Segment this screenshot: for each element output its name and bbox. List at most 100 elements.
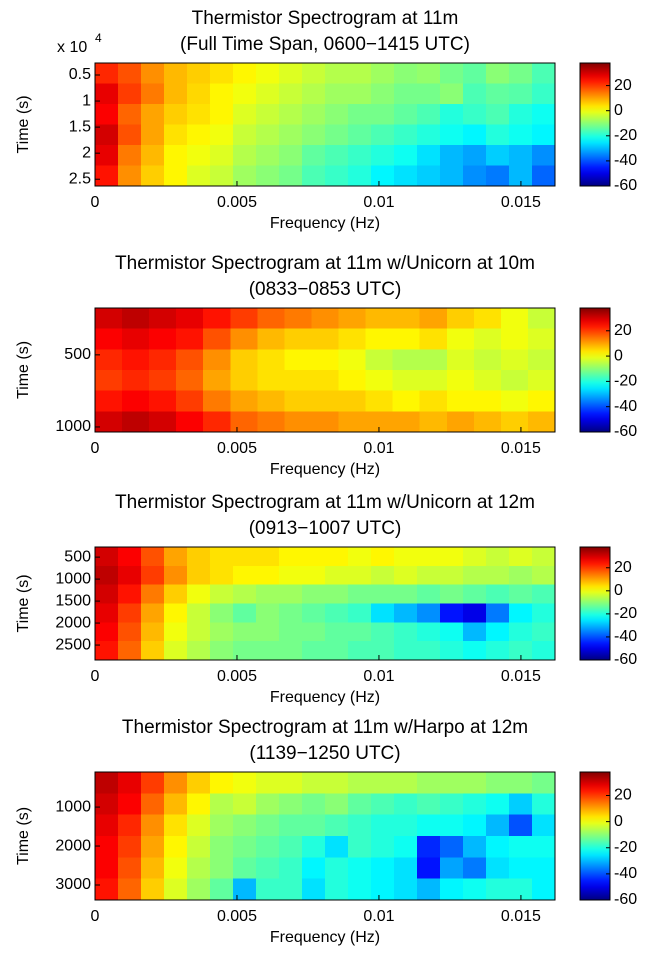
colorbar-tick-label: 20 bbox=[614, 559, 632, 576]
heatmap-cell bbox=[311, 328, 340, 350]
heatmap-cell bbox=[164, 603, 188, 623]
heatmap-cell bbox=[486, 857, 510, 880]
heatmap-cell bbox=[440, 124, 464, 146]
heatmap-cell bbox=[392, 328, 421, 350]
heatmap-cell bbox=[95, 390, 123, 412]
heatmap-cell bbox=[527, 390, 556, 412]
heatmap-cell bbox=[338, 308, 367, 330]
heatmap-cell bbox=[279, 641, 303, 661]
heatmap-cell bbox=[284, 308, 312, 330]
heatmap-cell bbox=[371, 145, 395, 166]
heatmap-cell bbox=[532, 814, 556, 837]
x-tick-label: 0.01 bbox=[363, 908, 394, 925]
y-axis-label: Time (s) bbox=[15, 807, 32, 865]
heatmap-cell bbox=[371, 83, 395, 105]
heatmap-cell bbox=[230, 370, 258, 392]
x-axis-label: Frequency (Hz) bbox=[270, 929, 380, 946]
chart-title: Thermistor Spectrogram at 11m w/Harpo at… bbox=[122, 717, 528, 738]
heatmap-cell bbox=[279, 878, 303, 901]
heatmap-cell bbox=[284, 349, 312, 371]
y-tick-label: 2000 bbox=[55, 837, 91, 854]
heatmap-cell bbox=[365, 308, 394, 330]
heatmap-cell bbox=[141, 145, 165, 166]
heatmap-cell bbox=[419, 390, 448, 412]
heatmap-cell bbox=[532, 584, 556, 604]
heatmap-cell bbox=[141, 565, 165, 586]
heatmap-cell bbox=[233, 63, 257, 84]
colorbar-tick-label: 20 bbox=[614, 322, 632, 339]
heatmap-cell bbox=[440, 603, 464, 623]
heatmap-cell bbox=[446, 349, 475, 371]
heatmap-cell bbox=[440, 857, 464, 880]
heatmap-cell bbox=[394, 641, 418, 661]
heatmap-cell bbox=[149, 328, 177, 350]
heatmap-cell bbox=[256, 584, 280, 604]
chart-title: (Full Time Span, 0600−1415 UTC) bbox=[180, 34, 470, 55]
heatmap-cell bbox=[233, 584, 257, 604]
heatmap-cell bbox=[187, 641, 211, 661]
heatmap-cell bbox=[118, 83, 142, 105]
heatmap-cell bbox=[176, 328, 204, 350]
x-tick-label: 0.005 bbox=[217, 908, 257, 925]
heatmap-cell bbox=[446, 370, 475, 392]
heatmap-cell bbox=[164, 565, 188, 586]
heatmap-cell bbox=[118, 547, 142, 567]
heatmap-cell bbox=[302, 83, 326, 105]
heatmap-cell bbox=[348, 83, 372, 105]
heatmap-cell bbox=[302, 622, 326, 642]
chart-title: Thermistor Spectrogram at 11m w/Unicorn … bbox=[115, 492, 535, 513]
heatmap-cell bbox=[141, 641, 165, 661]
heatmap-cell bbox=[417, 603, 441, 623]
x-tick-label: 0.005 bbox=[217, 668, 257, 685]
heatmap-cell bbox=[509, 584, 533, 604]
heatmap-cell bbox=[509, 104, 533, 125]
heatmap-cell bbox=[279, 83, 303, 105]
heatmap-cell bbox=[141, 104, 165, 125]
heatmap-cell bbox=[509, 603, 533, 623]
heatmap-cell bbox=[141, 124, 165, 146]
heatmap-cell bbox=[417, 145, 441, 166]
heatmap-cell bbox=[338, 349, 367, 371]
heatmap-cell bbox=[256, 104, 280, 125]
heatmap-cell bbox=[325, 772, 349, 794]
heatmap-cell bbox=[279, 584, 303, 604]
heatmap-cell bbox=[338, 390, 367, 412]
heatmap-cell bbox=[394, 878, 418, 901]
heatmap-cell bbox=[302, 836, 326, 858]
chart-title: (1139−1250 UTC) bbox=[249, 743, 400, 764]
heatmap-cell bbox=[371, 584, 395, 604]
colorbar-tick-label: -40 bbox=[614, 152, 637, 169]
heatmap-cell bbox=[463, 772, 487, 794]
heatmap-cell bbox=[394, 547, 418, 567]
heatmap-cell bbox=[284, 390, 312, 412]
heatmap-cell bbox=[486, 83, 510, 105]
heatmap-cell bbox=[118, 584, 142, 604]
heatmap-cell bbox=[164, 814, 188, 837]
heatmap-cell bbox=[95, 411, 123, 433]
heatmap-cell bbox=[230, 349, 258, 371]
heatmap-cell bbox=[187, 584, 211, 604]
heatmap-cell bbox=[371, 814, 395, 837]
heatmap-cell bbox=[311, 411, 340, 433]
chart-title: Thermistor Spectrogram at 11m w/Unicorn … bbox=[115, 253, 535, 274]
x-tick-label: 0.005 bbox=[217, 440, 257, 457]
colorbar-tick-label: -20 bbox=[614, 127, 637, 144]
heatmap-cell bbox=[118, 104, 142, 125]
heatmap-cell bbox=[509, 565, 533, 586]
heatmap-cell bbox=[257, 328, 285, 350]
y-tick-label: 500 bbox=[64, 548, 91, 565]
heatmap-cell bbox=[440, 836, 464, 858]
heatmap-cell bbox=[95, 145, 119, 166]
colorbar-tick-label: 20 bbox=[614, 787, 632, 804]
heatmap-cell bbox=[338, 328, 367, 350]
heatmap-cell bbox=[486, 547, 510, 567]
heatmap-cell bbox=[365, 370, 394, 392]
heatmap-cell bbox=[187, 878, 211, 901]
heatmap-cell bbox=[302, 165, 326, 187]
heatmap-cell bbox=[210, 145, 234, 166]
heatmap-cell bbox=[463, 622, 487, 642]
heatmap-cell bbox=[233, 878, 257, 901]
heatmap-cell bbox=[122, 411, 150, 433]
heatmap-cell bbox=[532, 836, 556, 858]
